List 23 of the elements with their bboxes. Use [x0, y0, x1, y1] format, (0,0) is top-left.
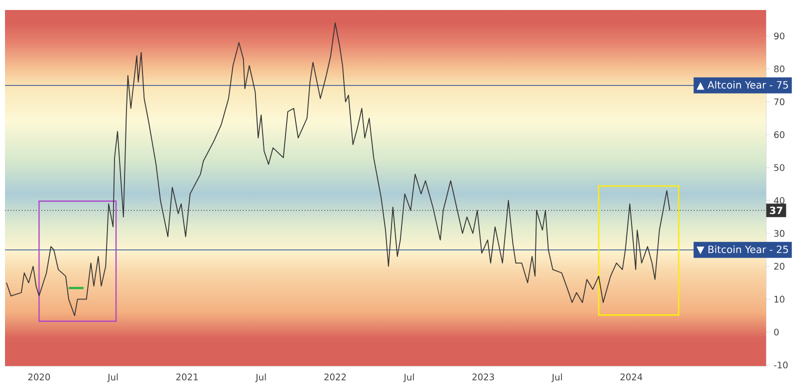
y-tick-label: 20: [774, 262, 784, 270]
ref-line-label: 37: [770, 206, 782, 214]
x-tick-label: 2024: [620, 374, 642, 380]
x-tick-label: Jul: [107, 374, 118, 382]
x-tick-label: 2022: [324, 374, 346, 380]
x-tick-label: 2020: [28, 374, 50, 380]
y-tick-label: 60: [774, 131, 784, 138]
y-tick-label: 30: [774, 230, 784, 237]
y-tick-label: 10: [774, 296, 784, 303]
x-tick-label: 2023: [472, 374, 494, 380]
ref-line-label: ▲ Altcoin Year - 75: [696, 80, 788, 90]
y-tick-label: 70: [774, 98, 784, 106]
y-tick-label: 40: [774, 197, 784, 204]
y-tick-label: 90: [774, 32, 784, 40]
y-tick-label: 80: [774, 65, 784, 72]
ref-line-label: ▼ Bitcoin Year - 25: [696, 245, 788, 254]
x-tick-label: Jul: [403, 374, 414, 382]
x-tick-label: Jul: [255, 374, 266, 382]
y-tick-label: -10: [774, 362, 788, 368]
y-tick-label: 0: [774, 328, 779, 336]
y-tick-label: 50: [774, 164, 784, 171]
x-tick-label: 2021: [176, 374, 198, 380]
x-tick-label: Jul: [551, 374, 562, 382]
